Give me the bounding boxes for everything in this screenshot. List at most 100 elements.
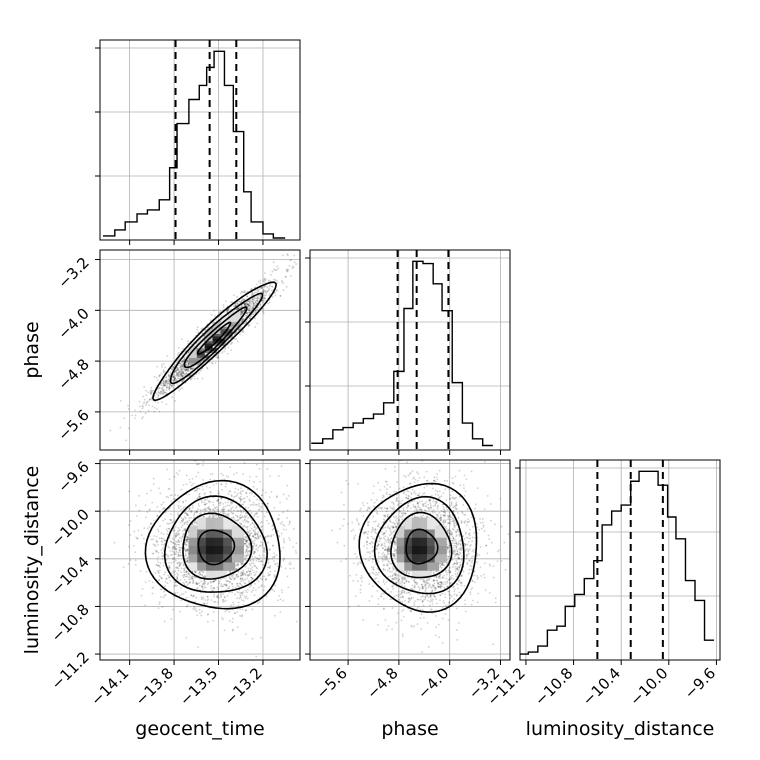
sample-point [203,574,206,577]
sample-point [160,540,163,542]
sample-point [175,372,178,375]
sample-point [161,391,163,394]
sample-point [181,379,184,382]
sample-point [295,542,298,545]
sample-point [183,357,186,359]
sample-point [225,584,228,587]
sample-point [178,370,181,373]
sample-point [141,407,144,410]
sample-point [243,538,246,541]
sample-point [147,410,150,413]
sample-point [188,507,191,509]
sample-point [220,483,223,485]
sample-point [252,303,255,306]
sample-point [209,490,212,493]
sample-point [256,534,259,537]
sample-point [179,579,182,581]
sample-point [176,353,179,356]
sample-point [222,306,225,309]
sample-point [149,390,152,393]
sample-point [180,593,183,596]
sample-point [201,574,204,577]
sample-point [177,346,180,349]
sample-point [134,559,137,562]
sample-point [239,614,242,617]
sample-point [193,516,196,518]
sample-point [131,414,134,417]
contour-1 [183,306,248,369]
sample-point [242,569,245,572]
sample-point [179,377,182,380]
sample-point [246,546,249,549]
sample-point [242,510,245,513]
sample-point [261,502,264,505]
sample-point [212,484,215,487]
sample-point [209,508,212,511]
sample-point [220,578,222,581]
sample-point [239,608,242,611]
sample-point [183,358,186,361]
sample-point [240,313,243,316]
sample-point [262,550,265,553]
sample-point [183,569,186,571]
sample-point [180,371,183,374]
sample-point [264,290,267,293]
sample-point [241,291,244,293]
sample-point [225,579,228,582]
sample-point [249,307,252,310]
sample-point [225,475,228,477]
sample-point [264,297,266,300]
sample-point [287,254,289,257]
sample-point [85,532,87,534]
sample-point [248,304,251,307]
sample-point [163,371,165,373]
sample-point [336,563,338,565]
sample-point [217,502,220,505]
sample-point [250,562,253,564]
sample-point [245,541,248,544]
sample-point [233,473,236,476]
sample-point [249,301,252,304]
sample-point [222,512,225,515]
sample-point [234,304,237,307]
sample-point [282,537,285,540]
sample-point [262,280,265,283]
sample-point [237,563,240,566]
sample-point [219,585,222,588]
sample-point [183,372,186,375]
sample-point [265,294,268,297]
sample-point [277,562,280,565]
sample-point [251,293,254,295]
sample-point [164,379,167,382]
sample-point [258,297,261,300]
sample-point [246,295,249,298]
sample-point [262,301,264,304]
sample-point [171,572,173,575]
sample-point [255,463,258,466]
sample-point [211,514,214,516]
sample-point [155,550,158,553]
sample-point [204,507,207,510]
sample-point [277,267,279,270]
sample-point [230,342,233,345]
sample-point [267,561,270,564]
sample-point [256,300,259,302]
sample-point [191,570,194,573]
sample-point [176,562,179,564]
sample-point [241,311,244,314]
sample-point [272,560,275,563]
sample-point [279,598,282,601]
sample-point [176,369,179,372]
sample-point [206,613,209,616]
sample-point [256,289,259,291]
sample-point [257,558,260,560]
sample-point [284,275,287,278]
sample-point [179,362,182,365]
sample-point [184,554,187,557]
sample-point [261,545,264,547]
sample-point [200,328,203,331]
sample-point [251,307,254,309]
sample-point [145,402,148,405]
sample-point [246,303,249,305]
sample-point [232,628,234,631]
